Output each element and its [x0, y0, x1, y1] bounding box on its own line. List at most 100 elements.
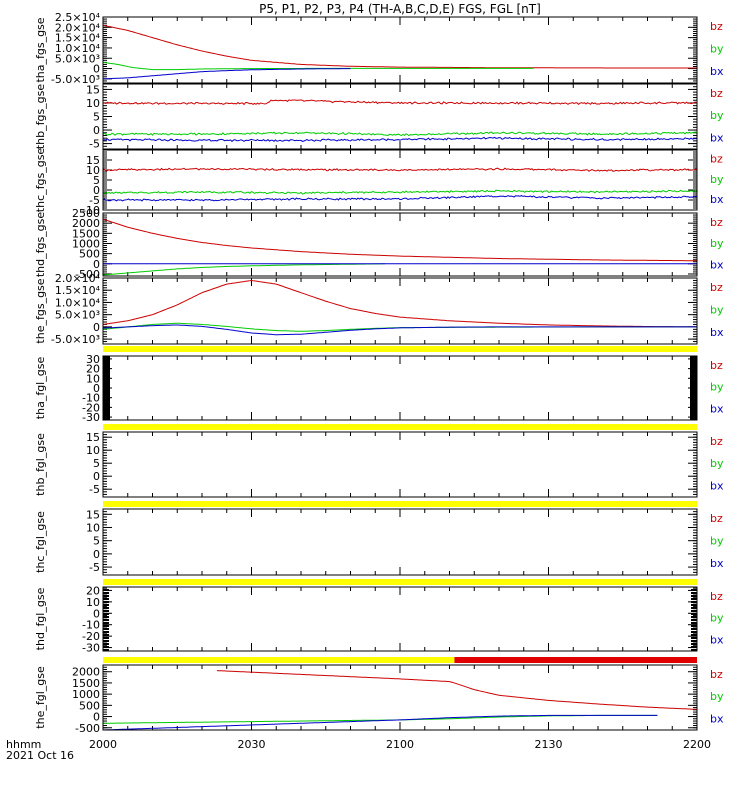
panel-frame [102, 508, 698, 576]
legend-bz: bz [710, 359, 723, 372]
edge-bar-left-dash [103, 613, 109, 615]
y-tick-label: -20 [82, 401, 100, 414]
legend-bz: bz [710, 512, 723, 525]
y-tick-label: -5.0×10³ [51, 333, 100, 346]
series-line-by [103, 714, 658, 724]
time-tick-label: 2100 [386, 738, 414, 751]
y-tick-label: -5.0×10³ [51, 73, 100, 86]
edge-bar-right-dash [691, 631, 697, 633]
edge-bar-right-dash [691, 619, 697, 621]
y-tick-label: -5 [89, 561, 100, 574]
panel-frame [102, 355, 698, 421]
panel-ylabel: thd_fgs_gse [34, 212, 47, 278]
panel-frame [102, 212, 698, 277]
y-tick-label: 15 [86, 508, 100, 521]
panel-frame [102, 431, 698, 498]
panel-ylabel: thc_fgs_gse [34, 148, 47, 213]
panel-frame [102, 149, 698, 211]
y-tick-label: -500 [75, 268, 100, 281]
edge-bar-right-dash [691, 637, 697, 639]
edge-bar-right-dash [691, 646, 697, 648]
y-axis-ticks [103, 212, 697, 277]
legend-by: by [710, 457, 724, 470]
legend-bz: bz [710, 152, 723, 165]
edge-bar-right-dash [691, 613, 697, 615]
edge-bar-right-dash [691, 589, 697, 591]
edge-bar-left-dash [103, 616, 109, 618]
y-tick-label: 0 [93, 63, 100, 76]
y-tick-label: 0 [93, 124, 100, 137]
legend-bx: bx [710, 402, 724, 415]
y-tick-label: 500 [79, 248, 100, 261]
y-tick-label: -5 [89, 138, 100, 151]
y-tick-label: 0 [93, 711, 100, 724]
legend-by: by [710, 690, 724, 703]
y-tick-label: 20 [86, 363, 100, 376]
legend-bx: bx [710, 712, 724, 725]
series-line-bz [102, 24, 697, 69]
y-axis-ticks [103, 83, 697, 150]
edge-bar-left-dash [103, 595, 109, 597]
edge-bar-right-dash [691, 649, 697, 651]
panel-ylabel: tha_fgl_gse [34, 357, 47, 420]
y-tick-label: 0 [93, 382, 100, 395]
y-tick-label: 30 [86, 353, 100, 366]
legend-bz: bz [710, 590, 723, 603]
panel-ylabel: thd_fgl_gse [34, 587, 47, 650]
edge-bar-left-dash [103, 601, 109, 603]
series-line-bz [216, 670, 698, 710]
y-tick-label: 5 [93, 174, 100, 187]
legend-bz: bz [710, 668, 723, 681]
y-axis-ticks [103, 277, 697, 345]
y-tick-label: 10 [86, 97, 100, 110]
y-tick-label: 2000 [72, 217, 100, 230]
y-tick-label: -30 [82, 411, 100, 424]
status-bar-segment [103, 424, 697, 430]
time-tick-label: 2030 [238, 738, 266, 751]
y-tick-label: 500 [79, 699, 100, 712]
edge-bar-left-dash [103, 625, 109, 627]
y-tick-label: 10 [86, 596, 100, 609]
edge-bar-right [690, 356, 697, 420]
series-line-bx [102, 324, 697, 336]
legend-bx: bx [710, 479, 724, 492]
panel-frame [102, 586, 698, 652]
series-line-bx [102, 195, 698, 202]
edge-bar-right-dash [691, 616, 697, 618]
y-tick-label: 1500 [72, 227, 100, 240]
edge-bar-right-dash [691, 622, 697, 624]
y-axis-ticks [103, 508, 697, 576]
time-axis-label-date: 2021 Oct 16 [6, 749, 74, 762]
y-tick-label: 1000 [72, 688, 100, 701]
legend-bz: bz [710, 216, 723, 229]
time-tick-label: 2000 [89, 738, 117, 751]
edge-bar-left-dash [103, 628, 109, 630]
legend-by: by [710, 535, 724, 548]
panel-ylabel: thb_fgs_gse [34, 84, 47, 150]
edge-bar-left-dash [103, 640, 109, 642]
legend-by: by [710, 109, 724, 122]
time-tick-label: 2200 [683, 738, 711, 751]
edge-bar-left-dash [103, 622, 109, 624]
y-tick-label: 1.0×10⁴ [55, 42, 101, 55]
legend-by: by [710, 304, 724, 317]
edge-bar-right-dash [691, 643, 697, 645]
edge-bar-left-dash [103, 634, 109, 636]
legend-bx: bx [710, 326, 724, 339]
y-tick-label: -5 [89, 194, 100, 207]
edge-bar-left-dash [103, 592, 109, 594]
edge-bar-left-dash [103, 637, 109, 639]
panels-group: 2.5×10⁴2.0×10⁴1.5×10⁴1.0×10⁴5.0×10³0-5.0… [34, 11, 724, 735]
y-tick-label: 2.0×10⁴ [55, 21, 101, 34]
legend-bx: bx [710, 259, 724, 272]
y-tick-label: 10 [86, 372, 100, 385]
edge-bar-right-dash [691, 610, 697, 612]
y-axis-ticks [103, 356, 697, 420]
edge-bar-right-dash [691, 634, 697, 636]
series-line-bz [102, 167, 698, 172]
time-tick-label: 2130 [535, 738, 563, 751]
